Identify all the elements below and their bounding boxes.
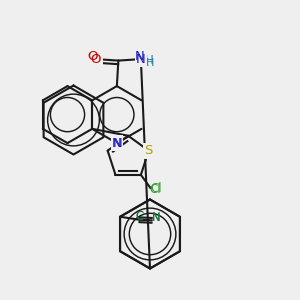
Text: N: N <box>134 51 143 64</box>
Text: N: N <box>112 137 122 150</box>
Text: N: N <box>134 50 144 63</box>
Text: C: C <box>135 211 143 221</box>
Text: S: S <box>145 144 153 157</box>
Text: N: N <box>136 52 146 66</box>
Text: H: H <box>145 54 154 67</box>
Text: S: S <box>145 144 153 157</box>
Text: Cl: Cl <box>150 182 162 195</box>
Text: H: H <box>146 58 155 68</box>
Text: N: N <box>112 136 122 150</box>
Text: O: O <box>91 52 101 66</box>
Text: C: C <box>135 210 143 223</box>
Text: Cl: Cl <box>149 183 161 196</box>
Text: N: N <box>152 213 160 223</box>
Text: O: O <box>88 50 98 63</box>
Text: O: O <box>87 50 98 63</box>
Text: N: N <box>112 136 122 150</box>
Text: N: N <box>152 211 160 224</box>
Text: S: S <box>145 144 153 157</box>
